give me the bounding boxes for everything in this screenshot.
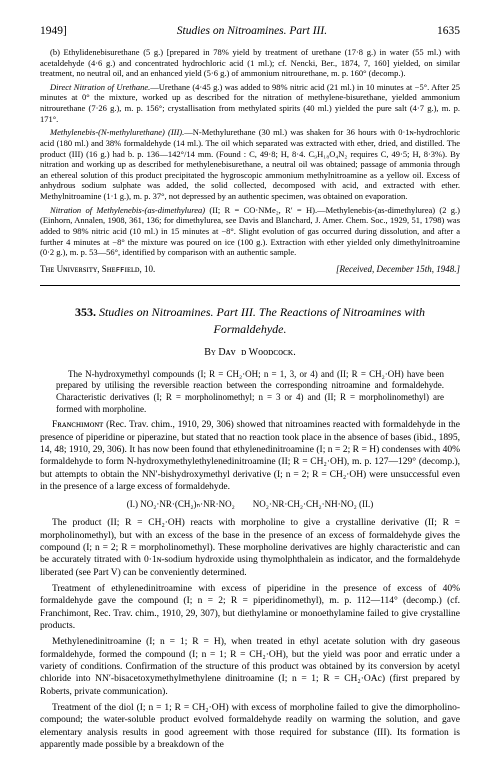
page-header: 1949] Studies on Nitroamines. Part III. … bbox=[40, 24, 460, 39]
header-running-title: Studies on Nitroamines. Part III. bbox=[177, 24, 327, 39]
article-title: 353. Studies on Nitroamines. Part III. T… bbox=[40, 304, 460, 338]
paragraph-label: Direct Nitration of Urethane. bbox=[50, 82, 150, 92]
article-body: The N-hydroxymethyl compounds (I; R = CH… bbox=[40, 369, 460, 752]
header-year: 1949] bbox=[40, 24, 67, 39]
body-paragraph: The product (II; R = CH₂·OH) reacts with… bbox=[40, 517, 460, 579]
affiliation-text: Tʜᴇ Uɴɪᴠᴇʀsɪᴛʏ, Sʜᴇꜰꜰɪᴇʟᴅ, 10. bbox=[40, 264, 155, 275]
formula-right: NO₂·NR·CH₂·CH₂·NH·NO₂ (II.) bbox=[253, 499, 374, 509]
formula-row: (I.) NO₂·NR·(CH₂)ₙ·NR·NO₂ NO₂·NR·CH₂·CH₂… bbox=[40, 499, 460, 511]
body-paragraph: Treatment of ethylenedinitroamine with e… bbox=[40, 583, 460, 632]
section-divider bbox=[40, 285, 460, 286]
body-paragraph: Methylenedinitroamine (I; n = 1; R = H),… bbox=[40, 636, 460, 698]
footnote-paragraph: Methylenebis-(N-methylurethane) (III).—N… bbox=[40, 127, 460, 201]
paragraph-label: Nitration of Methylenebis-(as-dimethylur… bbox=[50, 205, 205, 215]
footnote-paragraph: (b) Ethylidenebisurethane (5 g.) [prepar… bbox=[40, 47, 460, 79]
received-date: [Received, December 15th, 1948.] bbox=[336, 264, 460, 275]
footnote-paragraph: Nitration of Methylenebis-(as-dimethylur… bbox=[40, 205, 460, 258]
continued-experimental-block: (b) Ethylidenebisurethane (5 g.) [prepar… bbox=[40, 47, 460, 275]
article-author: By Dᴀᴠɪᴅ Wᴏᴏᴅᴄᴏᴄᴋ. bbox=[40, 346, 460, 359]
article-title-text: Studies on Nitroamines. Part III. The Re… bbox=[99, 305, 425, 336]
header-page-number: 1635 bbox=[437, 24, 460, 39]
abstract-paragraph: The N-hydroxymethyl compounds (I; R = CH… bbox=[56, 369, 444, 416]
paragraph-body: —N-Methylurethane (30 ml.) was shaken fo… bbox=[40, 127, 460, 201]
affiliation-row: Tʜᴇ Uɴɪᴠᴇʀsɪᴛʏ, Sʜᴇꜰꜰɪᴇʟᴅ, 10. [Received… bbox=[40, 264, 460, 275]
formula-left: (I.) NO₂·NR·(CH₂)ₙ·NR·NO₂ bbox=[127, 499, 235, 509]
article-number: 353. bbox=[75, 305, 96, 319]
footnote-paragraph: Direct Nitration of Urethane.—Urethane (… bbox=[40, 82, 460, 125]
body-paragraph: Fʀᴀɴᴄʜɪᴍᴏɴᴛ (Rec. Trav. chim., 1910, 29,… bbox=[40, 419, 460, 493]
paragraph-label: Methylenebis-(N-methylurethane) (III). bbox=[50, 127, 184, 137]
body-paragraph: Treatment of the diol (I; n = 1; R = CH₂… bbox=[40, 702, 460, 751]
